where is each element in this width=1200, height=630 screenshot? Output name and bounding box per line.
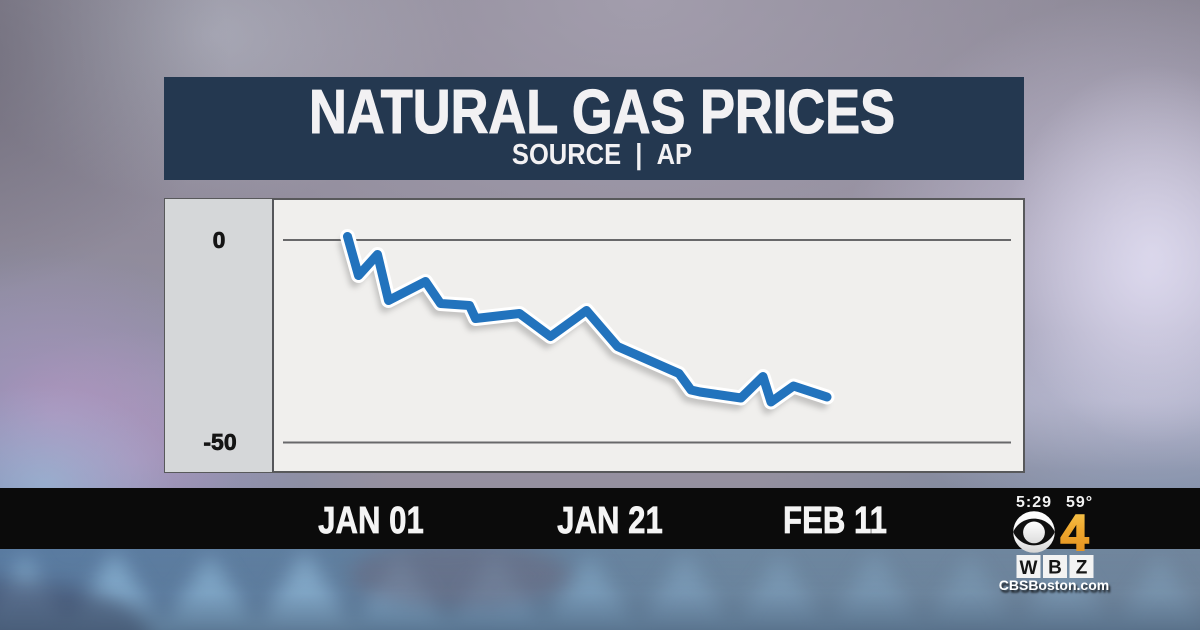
svg-text:W: W: [1020, 558, 1038, 579]
svg-text:B: B: [1048, 558, 1062, 579]
svg-text:0: 0: [213, 227, 226, 253]
svg-text:Z: Z: [1076, 558, 1088, 579]
svg-text:-50: -50: [203, 429, 236, 455]
svg-text:4: 4: [1060, 504, 1089, 561]
